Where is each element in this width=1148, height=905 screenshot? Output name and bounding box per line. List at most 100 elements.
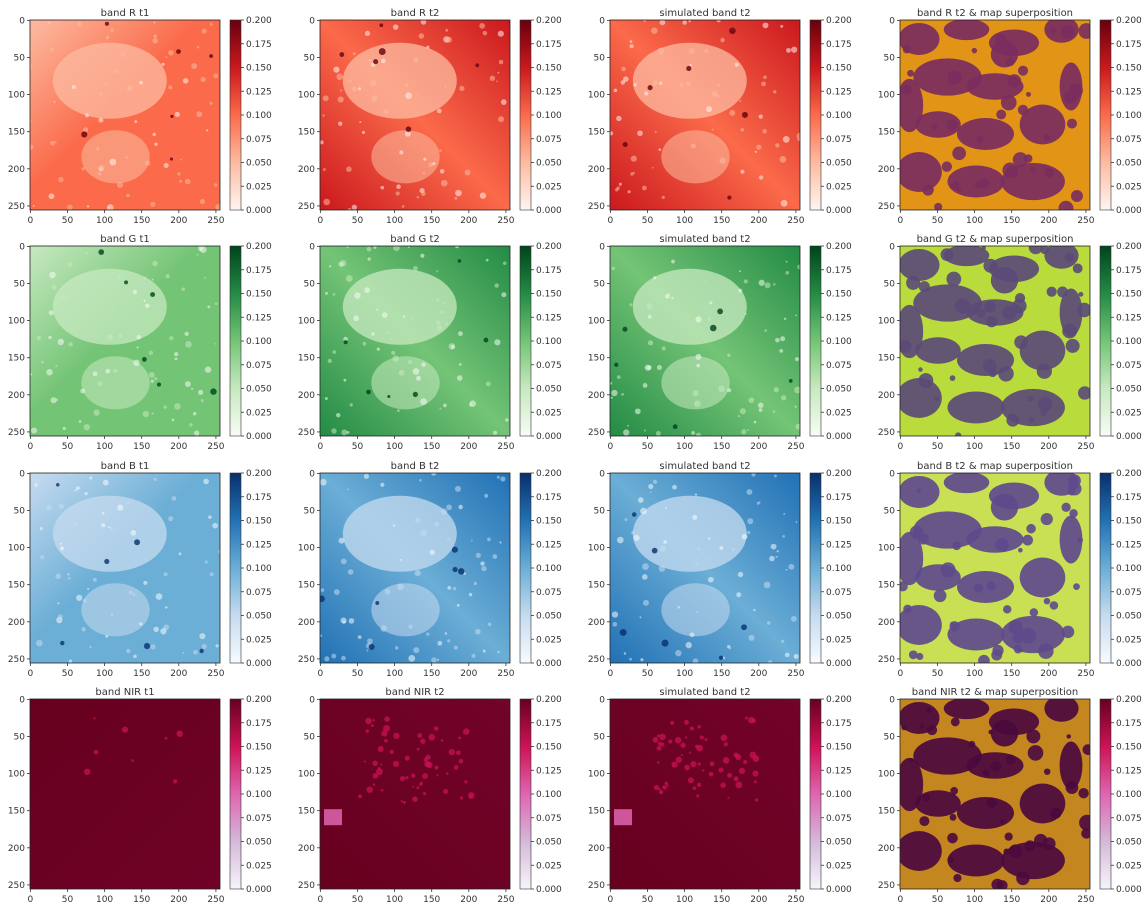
texture-dot: [401, 205, 405, 208]
map-speck: [916, 488, 922, 493]
colorbar-tick-label: 0.175: [826, 719, 852, 729]
y-tick-label: 250: [8, 428, 25, 438]
texture-dot: [375, 768, 383, 776]
texture-dot: [659, 545, 666, 553]
colorbar-tick-label: 0.150: [246, 743, 272, 753]
texture-dot: [155, 593, 163, 600]
texture-dot: [492, 554, 498, 559]
panel-title: simulated band t2: [659, 461, 750, 472]
dark-spot: [55, 483, 60, 487]
colorbar-tick-label: 0.125: [1116, 87, 1142, 97]
texture-dot: [739, 408, 746, 415]
light-zone: [632, 268, 747, 345]
x-tick-label: 50: [642, 216, 654, 226]
texture-dot: [383, 724, 390, 732]
colorbar-tick-label: 0.150: [1116, 743, 1142, 753]
y-tick-label: 100: [878, 770, 895, 780]
texture-dot: [394, 646, 399, 650]
dark-spot: [104, 558, 110, 564]
texture-dot: [74, 489, 77, 492]
texture-dot: [469, 795, 472, 798]
map-speck: [1033, 833, 1048, 848]
texture-dot: [689, 63, 692, 67]
map-speck: [1013, 644, 1023, 654]
x-tick-label: 150: [423, 895, 440, 905]
y-tick-label: 50: [304, 506, 316, 516]
texture-dot: [381, 58, 386, 64]
texture-dot: [324, 656, 330, 662]
texture-dot: [108, 526, 111, 529]
x-tick-label: 250: [207, 442, 224, 452]
texture-dot: [357, 635, 362, 639]
texture-dot: [34, 483, 38, 487]
map-speck: [1005, 57, 1015, 67]
x-tick-label: 0: [608, 895, 614, 905]
map-region: [900, 249, 940, 281]
panel-nir-t2: band NIR t20 50 100 150 200 25005010015020025…: [298, 687, 562, 905]
texture-dot: [793, 653, 799, 659]
texture-dot: [692, 786, 697, 791]
map-speck: [946, 271, 962, 287]
texture-dot: [105, 368, 111, 374]
colorbar-tick-label: 0.000: [826, 432, 852, 442]
texture-dot: [139, 80, 144, 85]
panel-nir-t1: band NIR t10 50 100 150 200 25005010015020025…: [8, 687, 272, 905]
panel-title: band R t2: [391, 8, 440, 19]
texture-dot: [672, 484, 677, 490]
colorbar-tick-label: 0.050: [536, 385, 562, 395]
y-tick-label: 250: [8, 655, 25, 665]
texture-dot: [404, 83, 409, 88]
texture-dot: [653, 276, 657, 280]
dark-spot: [451, 546, 458, 553]
texture-dot: [420, 253, 425, 258]
colorbar-tick-label: 0.175: [536, 40, 562, 50]
texture-dot: [621, 66, 626, 72]
texture-dot: [744, 312, 747, 315]
image-frame: [609, 19, 801, 211]
colorbar-tick-label: 0.200: [536, 16, 562, 26]
texture-dot: [729, 109, 736, 116]
dark-spot: [475, 63, 480, 68]
colorbar-tick-label: 0.175: [1116, 40, 1142, 50]
x-tick-label: 100: [676, 442, 693, 452]
texture-dot: [151, 278, 154, 281]
texture-dot: [737, 571, 744, 578]
texture-dot: [348, 79, 352, 83]
texture-dot: [453, 765, 459, 770]
texture-dot: [203, 478, 209, 485]
texture-dot: [71, 84, 76, 90]
texture-dot: [481, 565, 487, 572]
map-region: [947, 391, 1005, 424]
colorbar: [229, 245, 242, 437]
y-tick-label: 150: [878, 581, 895, 591]
panel-b-overlay: band B t2 & map superposition 0 50 100 150 20…: [878, 461, 1142, 679]
texture-dot: [62, 426, 66, 431]
map-speck: [1064, 90, 1078, 104]
texture-dot: [643, 20, 646, 22]
texture-dot: [392, 355, 399, 362]
y-tick-label: 50: [14, 279, 26, 289]
map-speck: [1028, 416, 1035, 423]
x-tick-label: 150: [713, 216, 730, 226]
texture-dot: [30, 144, 34, 150]
texture-dot: [83, 423, 90, 431]
texture-dot: [51, 284, 57, 290]
y-tick-label: 200: [878, 391, 895, 401]
texture-dot: [365, 729, 370, 733]
texture-dot: [637, 130, 643, 137]
y-tick-label: 50: [884, 53, 896, 63]
colorbar-tick-label: 0.100: [1116, 337, 1142, 347]
texture-dot: [320, 634, 323, 637]
texture-dot: [434, 521, 439, 527]
colorbar-tick-label: 0.125: [246, 540, 272, 550]
y-tick-label: 250: [878, 655, 895, 665]
texture-dot: [82, 598, 87, 603]
y-tick-label: 200: [8, 844, 25, 854]
x-tick-label: 50: [352, 216, 364, 226]
x-tick-label: 0: [28, 216, 34, 226]
x-tick-label: 250: [497, 669, 514, 679]
texture-dot: [763, 75, 767, 79]
texture-dot: [775, 143, 780, 148]
colorbar-tick-label: 0.125: [246, 313, 272, 323]
